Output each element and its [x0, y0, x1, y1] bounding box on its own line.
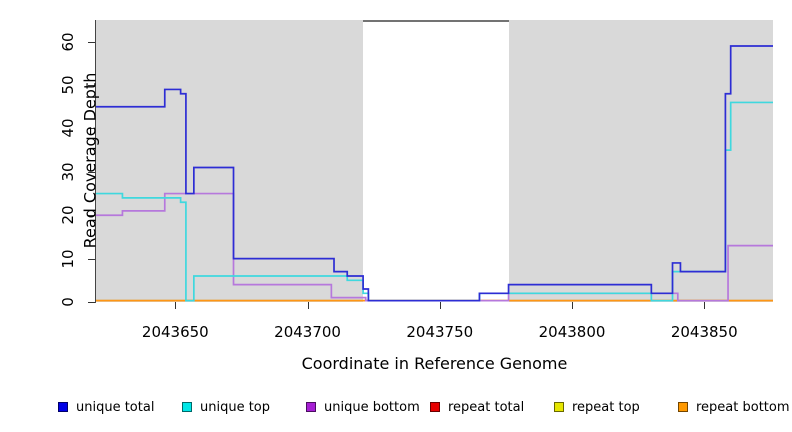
y-tick	[88, 171, 95, 173]
x-tick-label: 2043650	[141, 323, 209, 341]
legend-item-repeat-bottom: repeat bottom	[678, 398, 790, 416]
legend: unique total unique top unique bottom repea…	[0, 398, 792, 420]
legend-label: repeat total	[448, 399, 525, 415]
series-line-unique-bottom	[96, 192, 773, 302]
series-lines	[96, 45, 773, 302]
x-tick	[439, 302, 441, 309]
y-tick	[88, 128, 95, 130]
legend-swatch-icon	[58, 402, 68, 412]
legend-item-unique-top: unique top	[182, 398, 270, 416]
x-tick	[307, 302, 309, 309]
legend-label: unique bottom	[324, 399, 420, 415]
legend-item-unique-total: unique total	[58, 398, 154, 416]
x-tick-label: 2043800	[538, 323, 606, 341]
legend-item-repeat-top: repeat top	[554, 398, 640, 416]
legend-label: unique top	[200, 399, 271, 415]
y-tick-label: 30	[59, 162, 77, 182]
legend-label: repeat bottom	[696, 399, 790, 415]
legend-swatch-icon	[678, 402, 688, 412]
y-axis-line	[95, 20, 96, 303]
y-tick	[88, 85, 95, 87]
y-tick-label: 0	[59, 297, 77, 307]
plot-area	[96, 20, 773, 302]
y-tick-label: 20	[59, 205, 77, 225]
x-tick	[704, 302, 706, 309]
legend-item-repeat-total: repeat total	[430, 398, 524, 416]
y-tick	[88, 258, 95, 260]
shaded-coverage-region	[508, 20, 773, 302]
y-tick-label: 10	[59, 249, 77, 269]
y-tick	[88, 302, 95, 303]
shaded-coverage-region	[96, 20, 364, 302]
legend-label: repeat top	[572, 399, 640, 415]
series-line-unique-total	[96, 45, 773, 302]
x-tick	[175, 302, 177, 309]
y-tick-label: 50	[59, 75, 77, 95]
x-tick	[572, 302, 574, 309]
y-tick-label: 60	[59, 32, 77, 52]
legend-swatch-icon	[554, 402, 564, 412]
x-tick-label: 2043750	[406, 323, 474, 341]
series-line-unique-top	[96, 101, 773, 302]
legend-swatch-icon	[430, 402, 440, 412]
x-tick-label: 2043850	[670, 323, 738, 341]
legend-swatch-icon	[182, 402, 192, 412]
y-tick	[88, 215, 95, 217]
gap-top-marker-line	[363, 20, 509, 22]
y-axis-title: Read Coverage Depth	[80, 72, 100, 249]
y-tick-label: 40	[59, 118, 77, 138]
x-tick-label: 2043700	[274, 323, 341, 341]
x-axis-title: Coordinate in Reference Genome	[301, 354, 568, 373]
legend-item-unique-bottom: unique bottom	[306, 398, 420, 416]
legend-swatch-icon	[306, 402, 316, 412]
y-tick	[88, 41, 95, 43]
legend-label: unique total	[76, 399, 155, 415]
